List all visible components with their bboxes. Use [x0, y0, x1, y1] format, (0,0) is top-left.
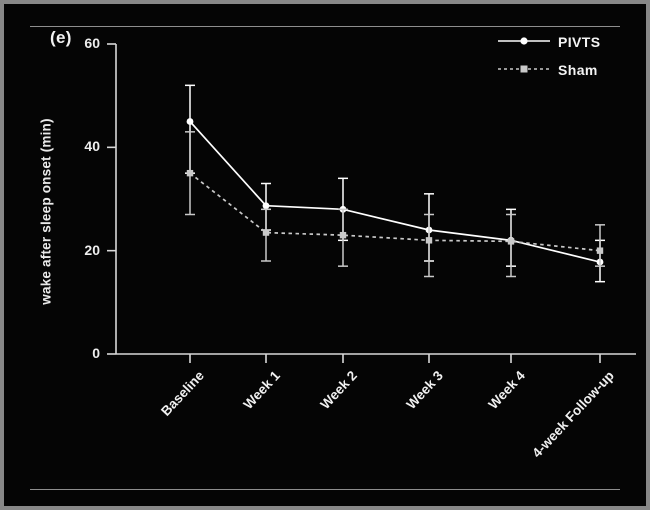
bottom-divider-rule [30, 489, 620, 490]
y-tick-label: 40 [84, 138, 100, 155]
figure-canvas: (e) wake after sleep onset (min) 0 20 40 60… [4, 4, 646, 506]
series-sham [185, 131, 605, 278]
y-tick-label: 0 [92, 345, 100, 361]
y-tick-label: 20 [84, 241, 100, 258]
series-pivts [185, 84, 605, 283]
legend-swatch-pivts [498, 37, 550, 45]
plot-area [4, 4, 646, 506]
chart-svg [107, 43, 636, 363]
panel-label: (e) [50, 28, 72, 47]
legend-item-1[interactable]: Sham [496, 60, 636, 88]
legend: PIVTS Sham [496, 32, 636, 88]
y-tick-label: 60 [84, 35, 100, 51]
legend-item-0[interactable]: PIVTS [496, 32, 636, 60]
legend-label-pivts: PIVTS [558, 34, 601, 50]
axes [107, 43, 636, 363]
data-series [185, 84, 605, 283]
legend-swatch-sham [498, 65, 550, 73]
top-divider-rule [30, 26, 620, 27]
legend-label-sham: Sham [558, 62, 598, 78]
